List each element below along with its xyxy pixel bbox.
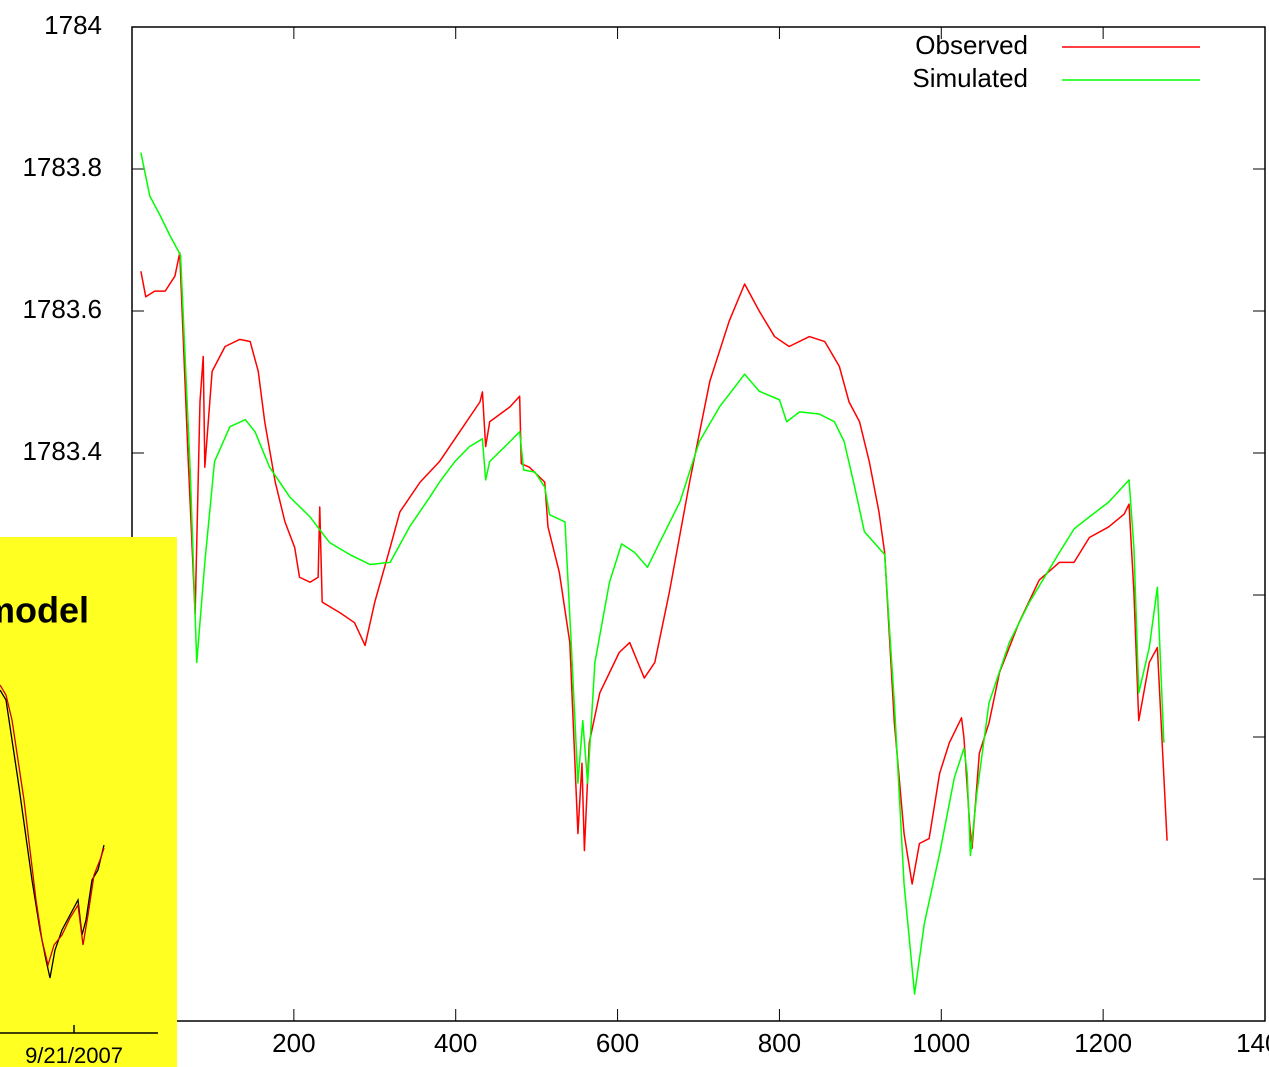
series-line: [140, 252, 1168, 885]
plot-area: 1782.61782.817831783.21783.41783.61783.8…: [22, 10, 1269, 1058]
overlay-title: model: [0, 590, 89, 631]
legend-label: Observed: [915, 30, 1028, 60]
series-line: [140, 152, 1165, 995]
overlay-date-label: 9/21/2007: [25, 1043, 123, 1067]
y-tick-label: 1784: [44, 10, 102, 40]
overlay-background: [0, 537, 177, 1067]
y-tick-label: 1783.6: [22, 294, 102, 324]
x-tick-label: 200: [272, 1028, 315, 1058]
overlay-line: [0, 684, 105, 968]
overlay-panel: model 9/21/2007: [0, 537, 177, 1067]
y-tick-label: 1783.4: [22, 436, 102, 466]
x-tick-label: 1200: [1074, 1028, 1132, 1058]
overlay-line: [0, 689, 105, 979]
x-tick-label: 400: [434, 1028, 477, 1058]
x-tick-label: 800: [758, 1028, 801, 1058]
y-tick-label: 1783.8: [22, 152, 102, 182]
x-tick-label: 1400: [1236, 1028, 1269, 1058]
x-tick-label: 600: [596, 1028, 639, 1058]
legend-label: Simulated: [912, 63, 1028, 93]
x-tick-label: 1000: [912, 1028, 970, 1058]
plot-border: [131, 26, 1266, 1022]
